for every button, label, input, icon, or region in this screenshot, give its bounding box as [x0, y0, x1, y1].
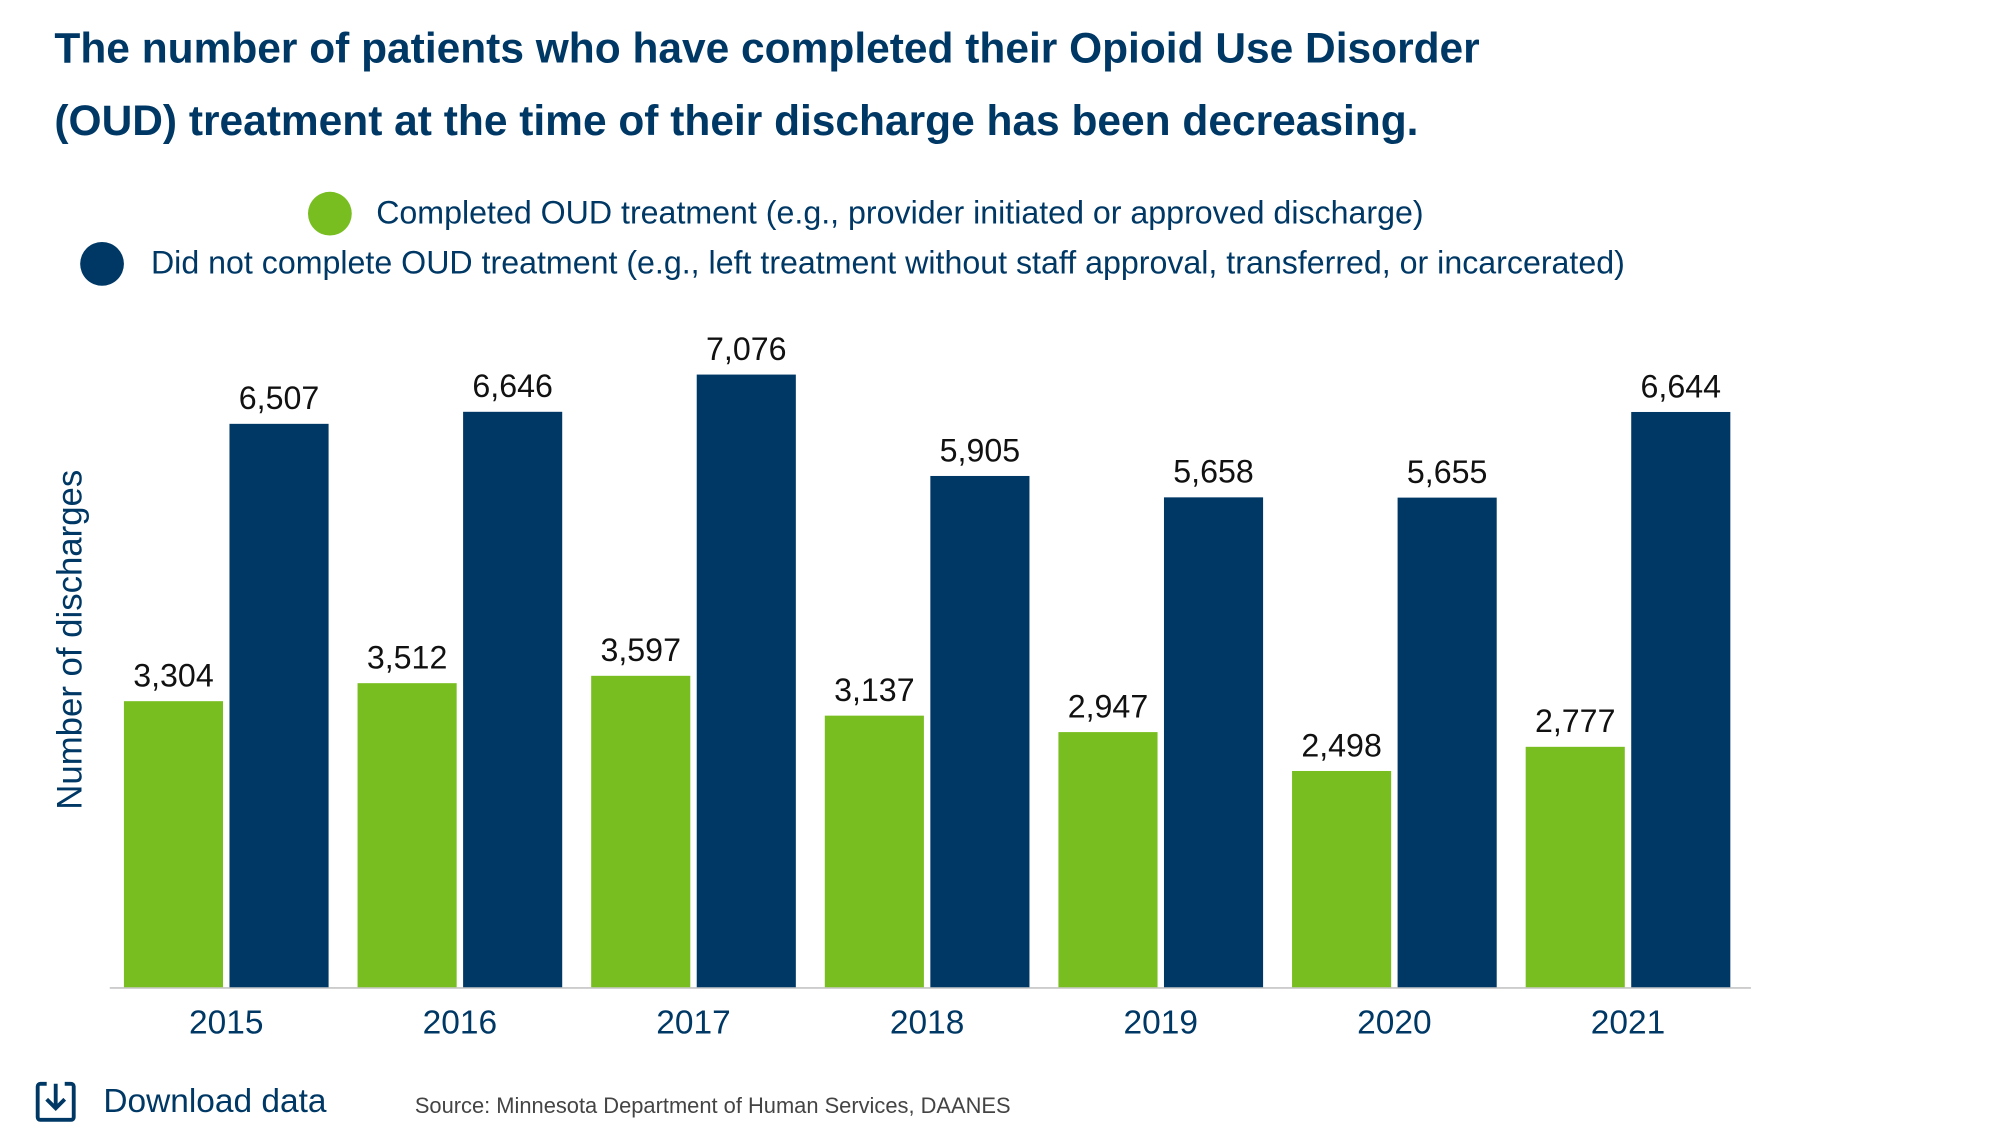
- legend-swatch: [307, 191, 352, 236]
- value-label: 7,076: [706, 331, 786, 367]
- x-tick-label: 2021: [1591, 1004, 1665, 1041]
- value-label: 5,905: [940, 432, 1020, 468]
- bar: [357, 683, 457, 988]
- download-label[interactable]: Download data: [103, 1083, 327, 1120]
- value-label: 3,304: [133, 658, 213, 694]
- legend-swatch: [80, 241, 124, 286]
- legend-label: Did not complete OUD treatment (e.g., le…: [151, 245, 1625, 281]
- value-label: 6,507: [239, 380, 319, 416]
- value-label: 3,597: [600, 632, 680, 668]
- value-label: 2,947: [1068, 688, 1148, 724]
- chart-title: (OUD) treatment at the time of their dis…: [54, 97, 1418, 144]
- source-note: Source: Minnesota Department of Human Se…: [415, 1093, 1011, 1118]
- bar: [229, 423, 329, 988]
- bar: [1292, 770, 1392, 988]
- download-arrow: [45, 1083, 67, 1111]
- x-tick-label: 2018: [890, 1004, 964, 1041]
- value-label: 6,644: [1641, 368, 1721, 404]
- bar: [1058, 732, 1158, 988]
- bar: [1163, 497, 1264, 988]
- bar: [1525, 746, 1625, 988]
- value-label: 3,137: [834, 672, 914, 708]
- value-label: 5,658: [1173, 454, 1253, 490]
- x-tick-label: 2016: [423, 1004, 497, 1041]
- chart-title: The number of patients who have complete…: [54, 25, 1479, 72]
- legend-label: Completed OUD treatment (e.g., provider …: [376, 194, 1423, 230]
- x-tick-label: 2015: [189, 1004, 263, 1041]
- value-label: 6,646: [472, 368, 552, 404]
- value-label: 3,512: [367, 640, 447, 676]
- y-axis-label: Number of discharges: [52, 470, 90, 810]
- value-label: 5,655: [1407, 454, 1487, 490]
- bar: [123, 701, 224, 988]
- bar: [463, 411, 563, 988]
- bar: [696, 374, 796, 988]
- bar: [591, 675, 691, 988]
- bar: [824, 715, 924, 988]
- bar: [1631, 411, 1731, 988]
- download-button[interactable]: Download data: [35, 1078, 327, 1122]
- value-label: 2,777: [1535, 703, 1615, 739]
- x-tick-label: 2019: [1124, 1004, 1198, 1041]
- x-tick-label: 2020: [1357, 1004, 1431, 1041]
- x-tick-label: 2017: [656, 1004, 730, 1041]
- value-label: 2,498: [1301, 727, 1381, 763]
- bar: [1397, 497, 1497, 988]
- bar: [930, 475, 1030, 988]
